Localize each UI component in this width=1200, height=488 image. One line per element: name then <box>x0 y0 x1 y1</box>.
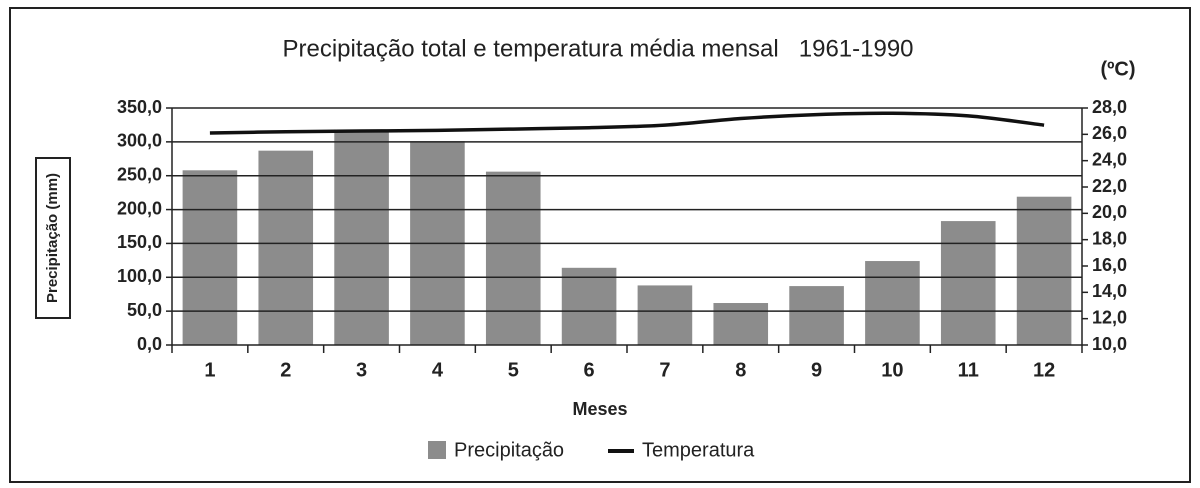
legend-label: Precipitação <box>454 439 564 461</box>
y2-tick-label: 24,0 <box>1092 149 1127 169</box>
x-tick-label: 2 <box>280 359 291 381</box>
y-tick-label: 200,0 <box>117 198 162 218</box>
x-axis-label: Meses <box>572 399 627 419</box>
bar <box>789 286 844 345</box>
bar <box>334 129 389 345</box>
y-label-box <box>35 157 71 319</box>
bar <box>182 170 238 345</box>
bar <box>865 261 920 345</box>
y-tick-label: 150,0 <box>117 232 162 252</box>
y2-tick-label: 26,0 <box>1092 123 1127 143</box>
y2-tick-label: 28,0 <box>1092 97 1127 117</box>
y2-tick-label: 16,0 <box>1092 255 1127 275</box>
y-tick-label: 50,0 <box>127 300 162 320</box>
bar <box>637 285 693 345</box>
chart-title: Precipitação total e temperatura média m… <box>282 35 913 62</box>
bar <box>940 221 996 345</box>
legend-label: Temperatura <box>642 439 755 461</box>
y-tick-label: 350,0 <box>117 97 162 117</box>
bar <box>258 150 314 345</box>
bar <box>561 267 617 345</box>
x-tick-label: 11 <box>958 359 979 381</box>
x-tick-label: 3 <box>356 359 367 381</box>
y-tick-label: 250,0 <box>117 164 162 184</box>
x-tick-label: 1 <box>204 359 215 381</box>
y2-tick-label: 12,0 <box>1092 307 1127 327</box>
x-tick-label: 6 <box>584 359 595 381</box>
x-tick-label: 4 <box>432 359 444 381</box>
y2-tick-label: 22,0 <box>1092 176 1127 196</box>
y-axis-label: Precipitação (mm) <box>44 173 61 303</box>
y2-tick-label: 18,0 <box>1092 228 1127 248</box>
y-tick-label: 100,0 <box>117 266 162 286</box>
y2-tick-label: 10,0 <box>1092 334 1127 354</box>
y-tick-label: 300,0 <box>117 131 162 151</box>
x-tick-label: 8 <box>735 359 746 381</box>
y2-tick-label: 14,0 <box>1092 281 1127 301</box>
x-tick-label: 12 <box>1033 359 1055 381</box>
y-tick-label: 0,0 <box>137 334 162 354</box>
bar <box>713 303 769 345</box>
x-tick-label: 9 <box>811 359 822 381</box>
line <box>209 111 1045 135</box>
y2-axis-label: (ºC) <box>1100 58 1135 80</box>
x-tick-label: 10 <box>881 359 903 381</box>
bar <box>1016 196 1072 345</box>
x-tick-label: 7 <box>659 359 670 381</box>
legend-swatch <box>428 441 446 459</box>
y2-tick-label: 20,0 <box>1092 202 1127 222</box>
bar <box>485 171 541 345</box>
x-tick-label: 5 <box>508 359 519 381</box>
